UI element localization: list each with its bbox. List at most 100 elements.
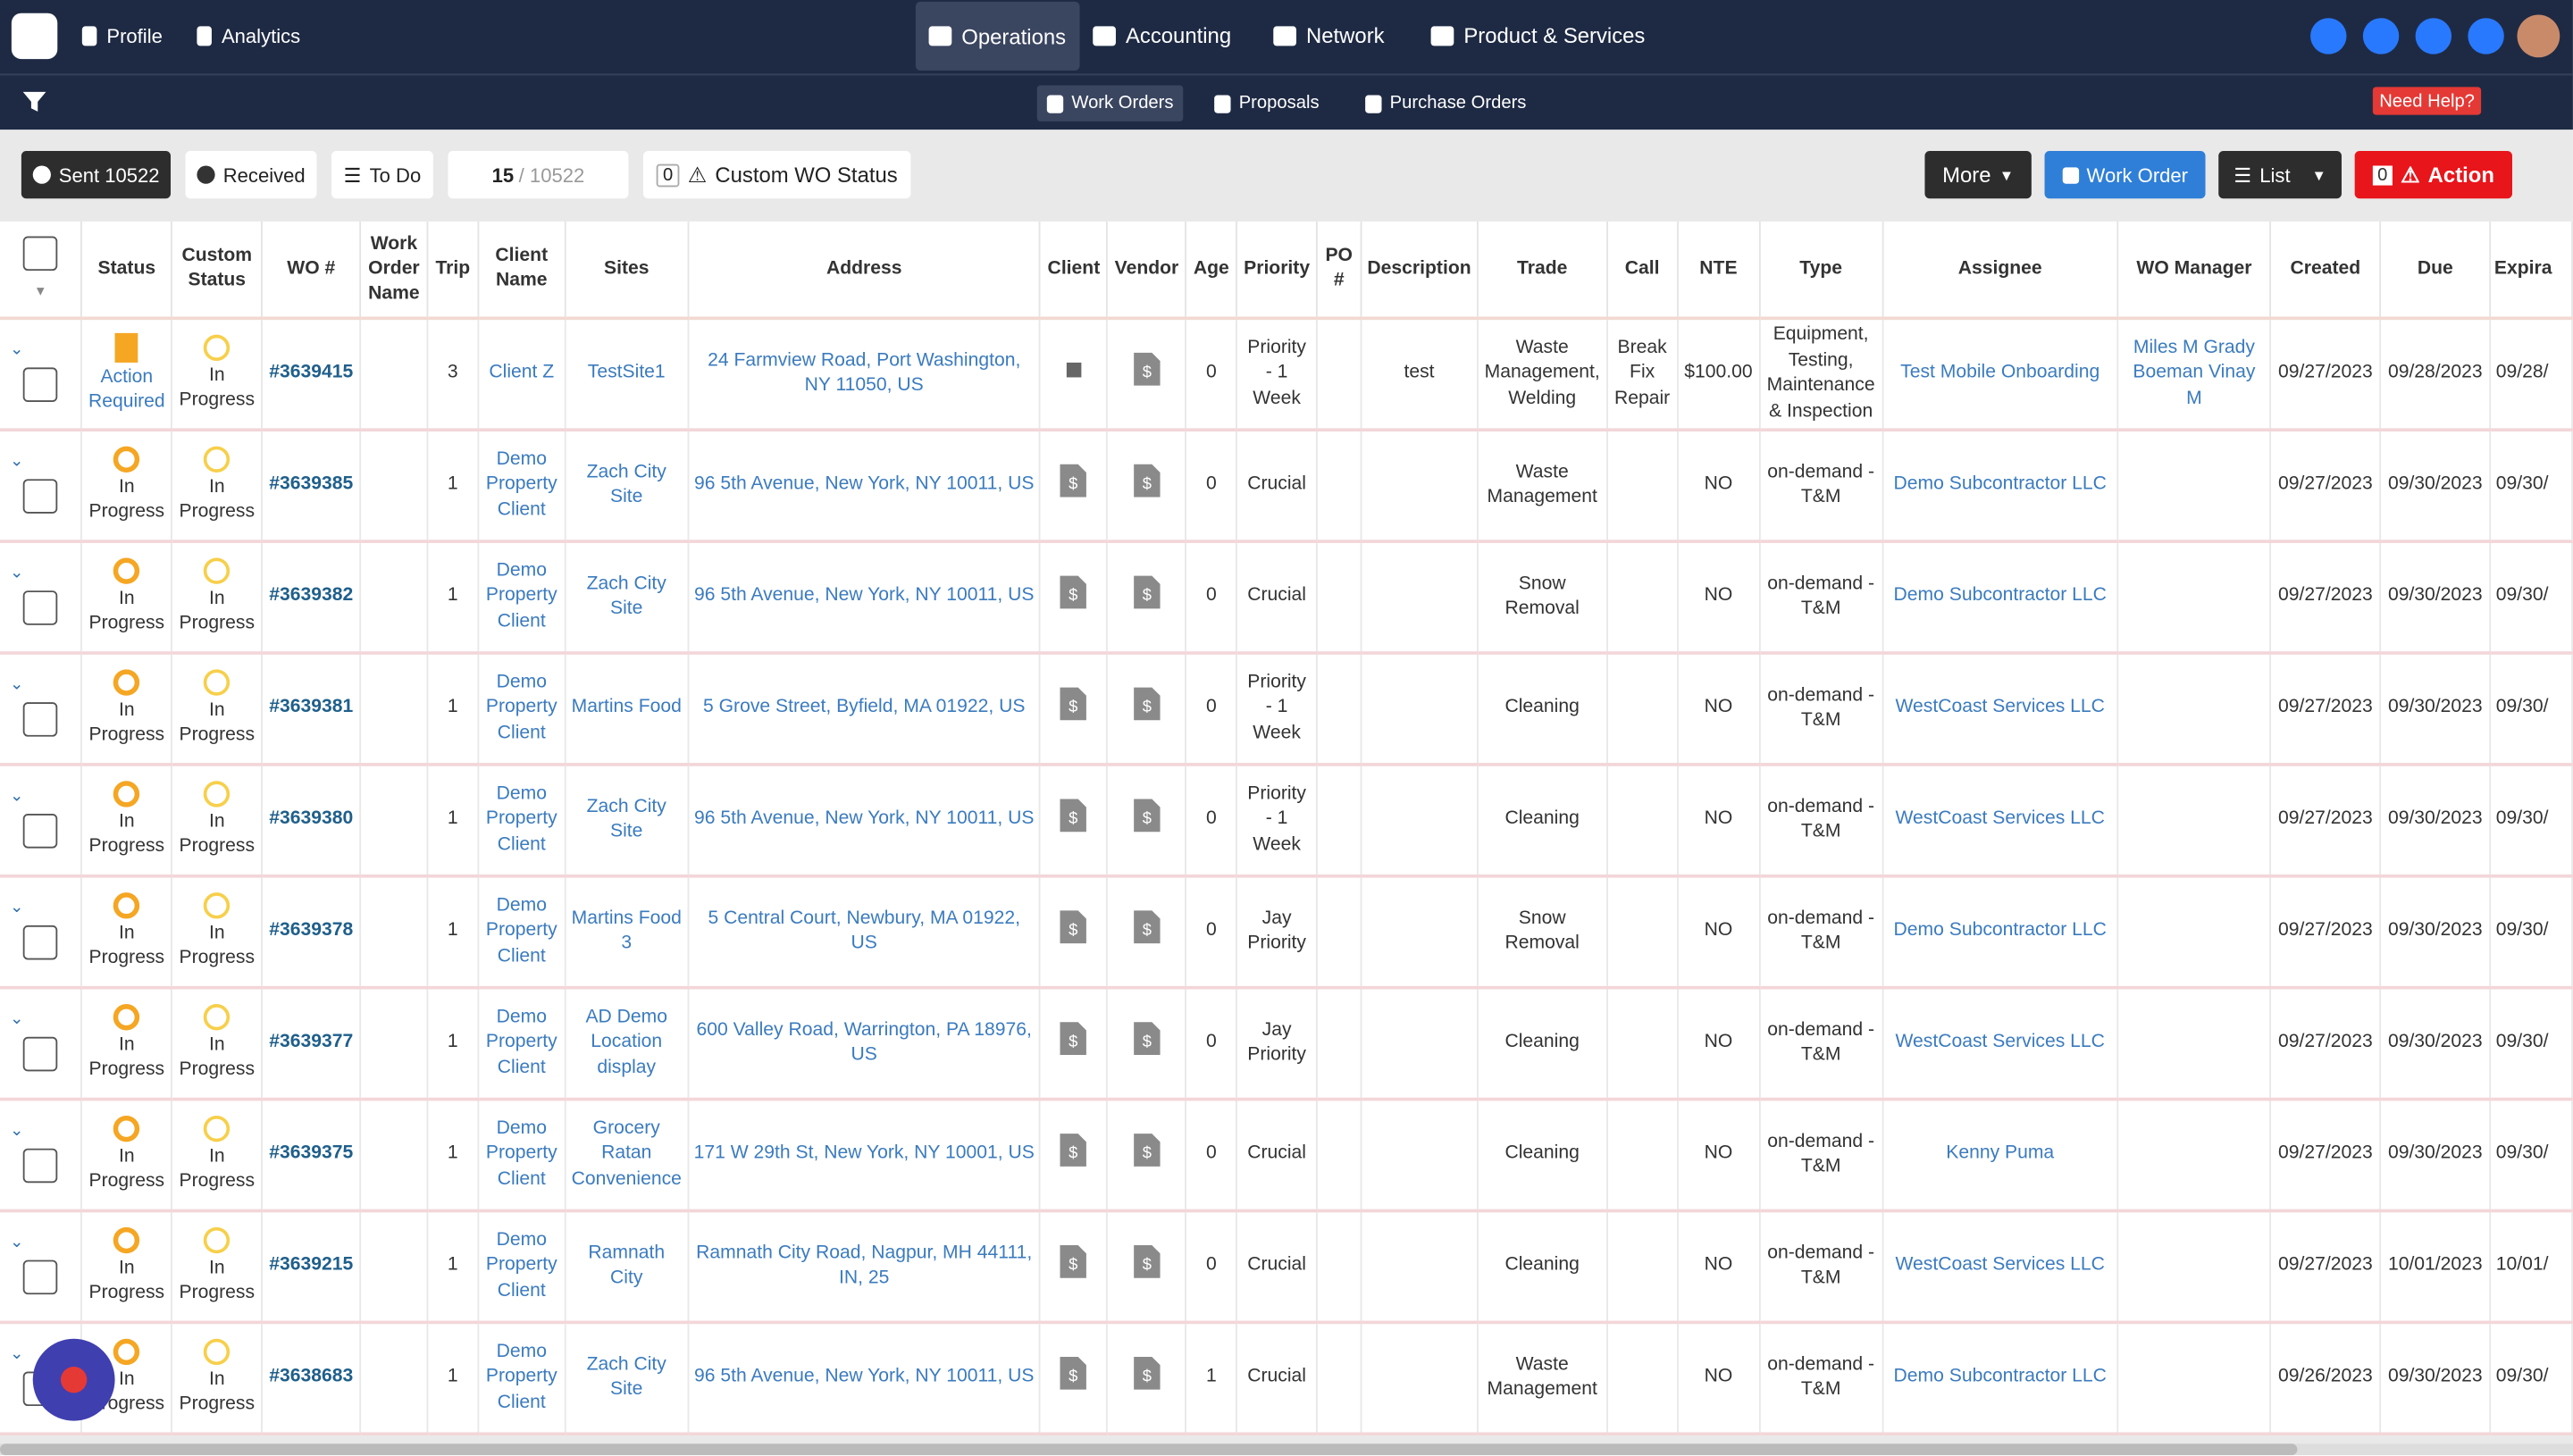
row-select[interactable]: ⌄ [0, 430, 83, 543]
doc-icon[interactable]: $ [1132, 798, 1161, 833]
doc-icon[interactable]: $ [1059, 1244, 1088, 1280]
row-select[interactable]: ⌄ [0, 1099, 83, 1213]
link-cell[interactable]: WestCoast Services LLC [1882, 1210, 2119, 1325]
link-cell[interactable]: #3639380 [262, 764, 362, 878]
link-cell[interactable]: #3639377 [262, 987, 362, 1101]
link-cell[interactable]: WestCoast Services LLC [1882, 987, 2119, 1101]
link-cell[interactable]: Demo Property Client [478, 541, 566, 655]
link-cell[interactable]: Kenny Puma [1882, 1099, 2119, 1213]
doc-icon[interactable]: $ [1132, 352, 1161, 388]
link-cell[interactable]: Demo Subcontractor LLC [1882, 541, 2119, 655]
link-cell[interactable]: Demo Property Client [478, 430, 566, 543]
link-cell[interactable]: 96 5th Avenue, New York, NY 10011, US [688, 541, 1042, 655]
list-button[interactable]: ☰ List ▼ [2218, 150, 2342, 199]
doc-icon[interactable]: $ [1132, 686, 1161, 722]
doc-icon[interactable]: $ [1059, 798, 1088, 833]
nav-item[interactable]: Profile [81, 0, 163, 71]
action-button[interactable]: 0 ⚠ Action [2354, 150, 2512, 199]
link-cell[interactable]: Ramnath City Road, Nagpur, MH 44111, IN,… [688, 1210, 1042, 1325]
select-all[interactable]: ▼ [0, 221, 83, 321]
link-cell[interactable]: Grocery Ratan Convenience [565, 1099, 690, 1213]
link-cell[interactable]: Zach City Site [565, 1322, 690, 1436]
todo-tab[interactable]: ☰ To Do [331, 150, 433, 199]
nav-item[interactable]: Product & Services [1430, 0, 1645, 71]
help-button[interactable] [2415, 18, 2452, 54]
link-cell[interactable]: #3639415 [262, 318, 362, 432]
row-select[interactable]: ⌄ [0, 875, 83, 990]
sub-nav-item[interactable]: Purchase Orders [1355, 86, 1536, 121]
doc-icon[interactable]: $ [1132, 463, 1161, 498]
link-cell[interactable]: 600 Valley Road, Warrington, PA 18976, U… [688, 987, 1042, 1101]
link-cell[interactable]: 96 5th Avenue, New York, NY 10011, US [688, 764, 1042, 878]
doc-icon[interactable]: $ [1132, 1133, 1161, 1168]
work-order-button[interactable]: Work Order [2044, 150, 2206, 199]
filter-icon[interactable] [21, 88, 47, 114]
row-select[interactable]: ⌄ [0, 318, 83, 432]
link-cell[interactable]: #3639385 [262, 430, 362, 543]
icon-button[interactable] [2310, 18, 2347, 54]
doc-icon[interactable]: $ [1059, 1021, 1088, 1057]
link-cell[interactable]: Demo Property Client [478, 653, 566, 766]
link-cell[interactable]: 5 Central Court, Newbury, MA 01922, US [688, 875, 1042, 990]
doc-icon[interactable]: $ [1059, 686, 1088, 722]
link-cell[interactable]: Demo Subcontractor LLC [1882, 875, 2119, 990]
help-link[interactable]: Need Help? [2372, 87, 2482, 115]
doc-icon[interactable]: $ [1132, 1021, 1161, 1057]
chat-button[interactable] [2468, 18, 2504, 54]
row-select[interactable]: ⌄ [0, 1210, 83, 1325]
custom-status[interactable]: 0 ⚠ Custom WO Status [642, 150, 911, 199]
link-cell[interactable]: Demo Property Client [478, 1322, 566, 1436]
doc-icon[interactable]: $ [1059, 574, 1088, 610]
settings-button[interactable] [2362, 18, 2400, 54]
link-cell[interactable]: Miles M Grady Boeman Vinay M [2117, 318, 2272, 432]
link-cell[interactable]: Zach City Site [565, 764, 690, 878]
link-cell[interactable]: Demo Property Client [478, 1099, 566, 1213]
link-cell[interactable]: Demo Property Client [478, 987, 566, 1101]
doc-icon[interactable]: $ [1132, 909, 1161, 945]
link-cell[interactable]: 5 Grove Street, Byfield, MA 01922, US [688, 653, 1042, 766]
more-button[interactable]: More ▼ [1924, 150, 2032, 199]
link-cell[interactable]: #3638683 [262, 1322, 362, 1436]
link-cell[interactable]: Martins Food [565, 653, 690, 766]
doc-icon[interactable]: $ [1132, 1356, 1161, 1392]
link-cell[interactable]: #3639215 [262, 1210, 362, 1325]
sub-nav-item[interactable]: Proposals [1204, 86, 1328, 121]
link-cell[interactable]: WestCoast Services LLC [1882, 653, 2119, 766]
link-cell[interactable]: Ramnath City [565, 1210, 690, 1325]
doc-icon[interactable]: $ [1059, 1133, 1088, 1168]
link-cell[interactable]: 171 W 29th St, New York, NY 10001, US [688, 1099, 1042, 1213]
link-cell[interactable]: 96 5th Avenue, New York, NY 10011, US [688, 430, 1042, 543]
doc-icon[interactable]: $ [1059, 463, 1088, 498]
row-select[interactable]: ⌄ [0, 653, 83, 766]
link-cell[interactable]: TestSite1 [565, 318, 690, 432]
link-cell[interactable]: Zach City Site [565, 541, 690, 655]
received-tab[interactable]: Received [185, 150, 317, 199]
doc-icon[interactable]: $ [1132, 574, 1161, 610]
link-cell[interactable]: #3639382 [262, 541, 362, 655]
link-cell[interactable]: Test Mobile Onboarding [1882, 318, 2119, 432]
status-text[interactable]: Action Required [88, 366, 165, 413]
link-cell[interactable]: #3639381 [262, 653, 362, 766]
link-cell[interactable]: Demo Property Client [478, 875, 566, 990]
nav-item[interactable]: Network [1273, 0, 1385, 71]
link-cell[interactable]: Demo Subcontractor LLC [1882, 1322, 2119, 1436]
link-cell[interactable]: Demo Subcontractor LLC [1882, 430, 2119, 543]
sub-nav-item[interactable]: Work Orders [1036, 85, 1184, 121]
link-cell[interactable]: Demo Property Client [478, 1210, 566, 1325]
link-cell[interactable]: 24 Farmview Road, Port Washington, NY 11… [688, 318, 1042, 432]
row-select[interactable]: ⌄ [0, 541, 83, 655]
avatar[interactable] [2517, 14, 2560, 58]
nav-item[interactable]: Accounting [1093, 0, 1231, 71]
link-cell[interactable]: #3639378 [262, 875, 362, 990]
doc-icon[interactable]: $ [1059, 1356, 1088, 1392]
link-cell[interactable]: WestCoast Services LLC [1882, 764, 2119, 878]
nav-item[interactable]: Operations [915, 1, 1079, 71]
nav-item[interactable]: Analytics [197, 0, 300, 71]
row-select[interactable]: ⌄ [0, 764, 83, 878]
link-cell[interactable]: 96 5th Avenue, New York, NY 10011, US [688, 1322, 1042, 1436]
link-cell[interactable]: Martins Food 3 [565, 875, 690, 990]
row-select[interactable]: ⌄ [0, 987, 83, 1101]
link-cell[interactable]: Demo Property Client [478, 764, 566, 878]
doc-icon[interactable]: $ [1059, 909, 1088, 945]
record-button[interactable] [32, 1338, 115, 1421]
